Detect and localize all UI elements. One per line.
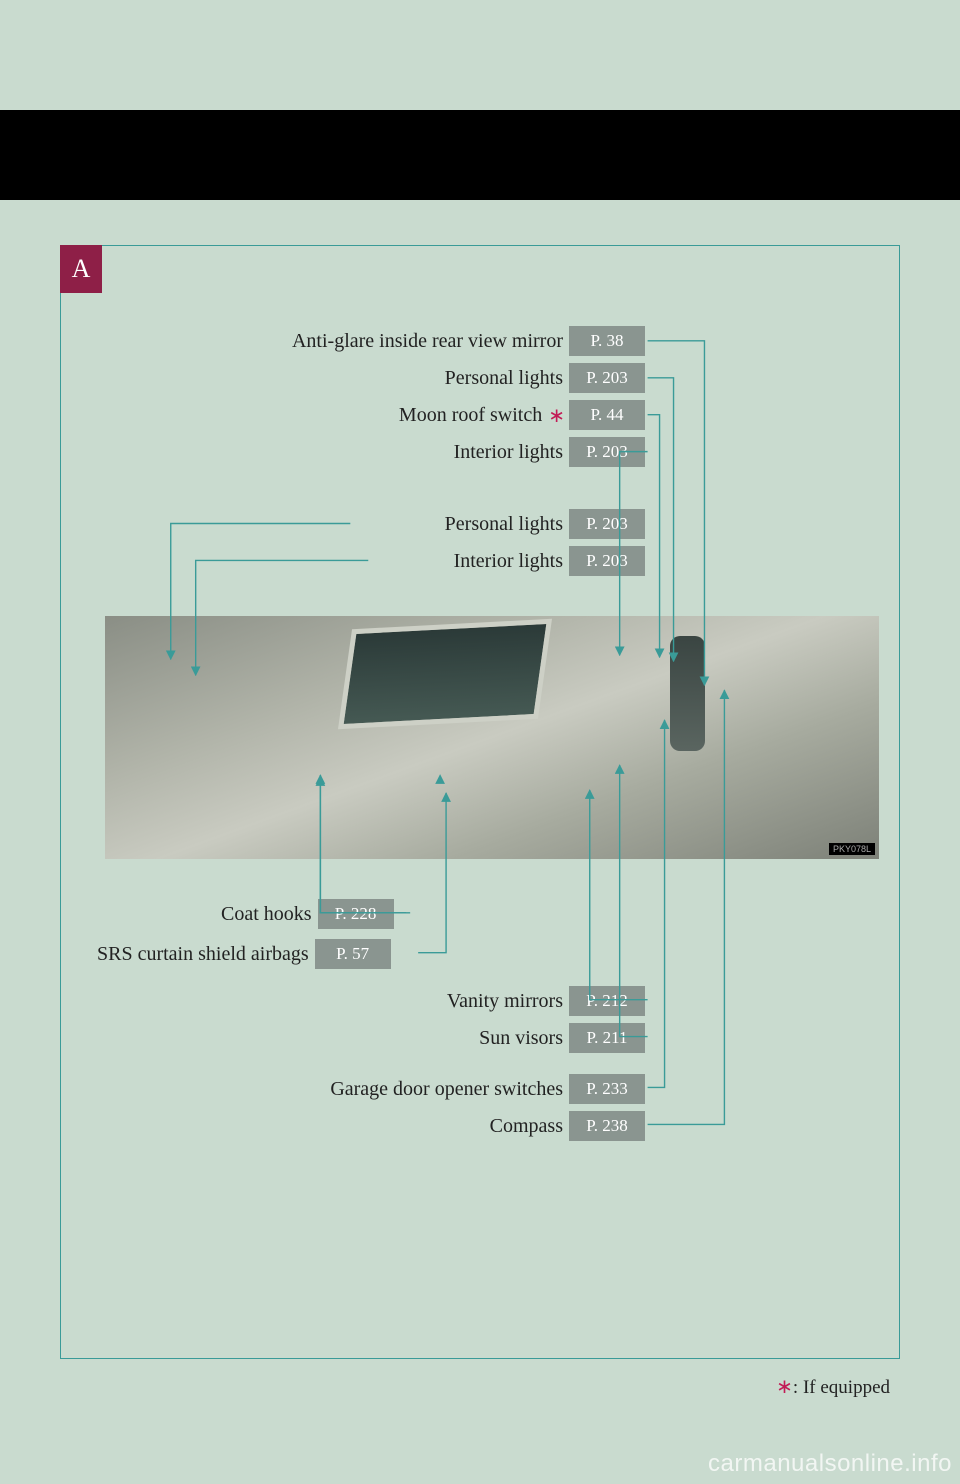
callout-label: Compass: [490, 1115, 569, 1138]
callout-label: SRS curtain shield airbags: [97, 943, 315, 966]
callout-row: Sun visors P. 211: [479, 1023, 645, 1053]
page-pill: P. 57: [315, 939, 391, 969]
content-area: Anti-glare inside rear view mirror P. 38…: [61, 246, 899, 1358]
callout-label: Moon roof switch: [399, 404, 548, 427]
header-black-band: [0, 110, 960, 200]
footnote-text: : If equipped: [793, 1377, 890, 1398]
callout-row: Personal lights P. 203: [445, 363, 645, 393]
page-pill: P. 203: [569, 509, 645, 539]
footnote: ∗: If equipped: [776, 1374, 890, 1399]
callout-row: SRS curtain shield airbags P. 57: [97, 939, 391, 969]
asterisk-icon: ∗: [548, 403, 569, 428]
callout-label: Coat hooks: [221, 903, 318, 926]
callout-label: Interior lights: [454, 550, 569, 573]
callout-row: Anti-glare inside rear view mirror P. 38: [292, 326, 645, 356]
page-pill: P. 212: [569, 986, 645, 1016]
callout-row: Interior lights P. 203: [454, 546, 645, 576]
page-pill: P. 203: [569, 363, 645, 393]
callout-label: Vanity mirrors: [447, 990, 569, 1013]
callout-row: Personal lights P. 203: [445, 509, 645, 539]
page-pill: P. 233: [569, 1074, 645, 1104]
callout-row: Compass P. 238: [490, 1111, 645, 1141]
callout-row: Moon roof switch ∗ P. 44: [399, 400, 645, 430]
callout-label: Anti-glare inside rear view mirror: [292, 330, 569, 353]
content-frame: A Anti-glare inside rear view mirror P. …: [60, 245, 900, 1359]
page-pill: P. 203: [569, 546, 645, 576]
page-pill: P. 238: [569, 1111, 645, 1141]
page-pill: P. 228: [318, 899, 394, 929]
callout-row: Vanity mirrors P. 212: [447, 986, 645, 1016]
callout-row: Coat hooks P. 228: [221, 899, 394, 929]
callout-label: Personal lights: [445, 513, 569, 536]
callout-row: Interior lights P. 203: [454, 437, 645, 467]
asterisk-icon: ∗: [776, 1376, 793, 1398]
page-pill: P. 211: [569, 1023, 645, 1053]
callout-label: Interior lights: [454, 441, 569, 464]
callout-label: Personal lights: [445, 367, 569, 390]
interior-roof-photo: PKY078L: [105, 616, 879, 859]
page-pill: P. 203: [569, 437, 645, 467]
page-pill: P. 44: [569, 400, 645, 430]
callout-label: Sun visors: [479, 1027, 569, 1050]
photo-tag: PKY078L: [829, 843, 875, 855]
callout-row: Garage door opener switches P. 233: [330, 1074, 645, 1104]
page-pill: P. 38: [569, 326, 645, 356]
callout-label: Garage door opener switches: [330, 1078, 569, 1101]
watermark: carmanualsonline.info: [708, 1450, 952, 1478]
